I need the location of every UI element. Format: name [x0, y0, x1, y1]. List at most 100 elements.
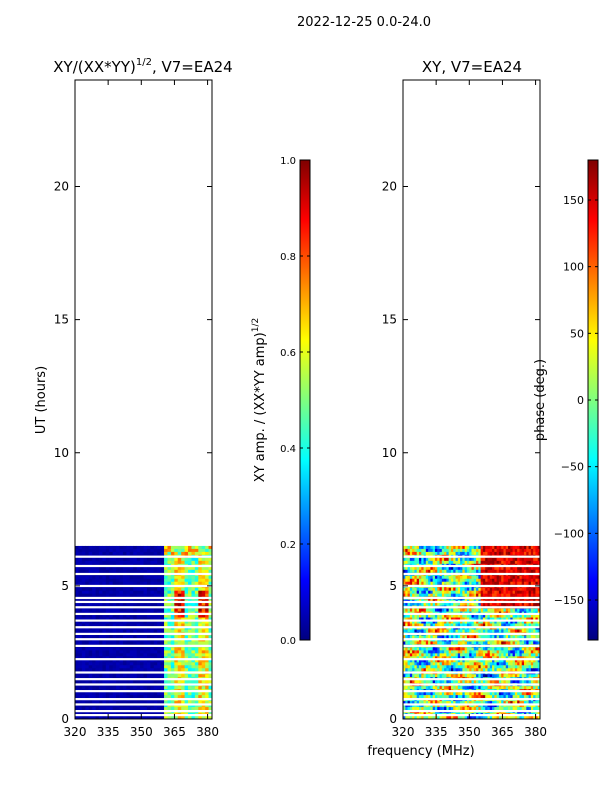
- right-heatmap-cell: [503, 653, 507, 657]
- left-heatmap-cell: [181, 590, 185, 595]
- right-heatmap-cell: [414, 551, 418, 556]
- right-heatmap-cell: [469, 650, 472, 654]
- right-heatmap-cell: [439, 569, 443, 574]
- right-heatmap-cell: [460, 617, 463, 621]
- left-heatmap-cell: [170, 653, 175, 657]
- left-heatmap-cell: [143, 557, 148, 562]
- right-heatmap-cell: [407, 575, 411, 580]
- left-heatmap-cell: [177, 647, 182, 651]
- right-heatmap-cell: [469, 653, 472, 657]
- left-heatmap-cell: [126, 593, 131, 598]
- left-heatmap-cell: [143, 587, 148, 592]
- left-heatmap-cell: [109, 716, 114, 720]
- left-heatmap-cell: [198, 593, 203, 598]
- left-heatmap-cell: [126, 650, 131, 654]
- right-heatmap-cell: [526, 659, 529, 663]
- left-heatmap-cell: [109, 692, 114, 696]
- right-heatmap-cell: [453, 545, 456, 550]
- right-heatmap-cell: [485, 602, 488, 607]
- left-heatmap-cell: [102, 695, 107, 699]
- left-heatmap-cell: [140, 647, 144, 651]
- right-heatmap-cell: [414, 653, 418, 657]
- right-heatmap-cell: [537, 590, 541, 595]
- left-heatmap-cell: [191, 569, 196, 574]
- left-heatmap-cell: [85, 680, 90, 684]
- left-heatmap-cell: [140, 701, 144, 705]
- right-heatmap-cell: [448, 668, 452, 672]
- left-heatmap-cell: [92, 575, 96, 580]
- right-heatmap-cell: [526, 566, 529, 571]
- left-heatmap-cell: [181, 629, 185, 633]
- left-heatmap-cell: [129, 635, 134, 639]
- left-y-tick-label: 15: [54, 313, 69, 327]
- right-heatmap-cell: [418, 578, 422, 583]
- left-heatmap-cell: [205, 707, 209, 711]
- left-heatmap-cell: [133, 662, 138, 666]
- left-heatmap-cell: [188, 608, 192, 612]
- left-heatmap-cell: [136, 590, 141, 595]
- left-heatmap-cell: [105, 629, 110, 633]
- left-heatmap-cell: [143, 653, 148, 657]
- right-heatmap-cell: [469, 587, 472, 592]
- right-heatmap-cell: [512, 647, 516, 651]
- left-heatmap-cell: [184, 623, 189, 627]
- right-heatmap-cell: [514, 578, 518, 583]
- left-heatmap-cell: [136, 581, 141, 586]
- left-heatmap-cell: [146, 629, 151, 633]
- left-heatmap-cell: [85, 569, 90, 574]
- right-heatmap-cell: [498, 581, 502, 586]
- right-heatmap-cell: [501, 647, 504, 651]
- right-heatmap-cell: [533, 575, 536, 580]
- left-heatmap-cell: [119, 650, 124, 654]
- right-heatmap-cell: [444, 629, 447, 633]
- right-heatmap-cell: [501, 593, 504, 598]
- left-heatmap-cell: [146, 575, 151, 580]
- left-heatmap-cell: [75, 557, 79, 562]
- right-heatmap-cell: [496, 662, 500, 666]
- left-heatmap-cell: [85, 623, 90, 627]
- right-heatmap-cell: [418, 641, 422, 645]
- right-heatmap-cell: [412, 674, 415, 678]
- left-heatmap-cell: [105, 593, 110, 598]
- right-heatmap-cell: [535, 650, 539, 654]
- right-heatmap-cell: [471, 620, 475, 624]
- left-heatmap-cell: [140, 593, 144, 598]
- left-heatmap-cell: [205, 659, 209, 663]
- left-heatmap-cell: [146, 701, 151, 705]
- right-heatmap-cell: [537, 602, 541, 607]
- right-heatmap-cell: [521, 545, 525, 550]
- right-heatmap-cell: [434, 614, 438, 618]
- right-heatmap-cell: [469, 575, 472, 580]
- right-heatmap-cell: [444, 575, 447, 580]
- right-heatmap-cell: [489, 635, 493, 639]
- left-heatmap-cell: [92, 674, 96, 678]
- left-heatmap-cell: [184, 680, 189, 684]
- right-heatmap-cell: [496, 665, 500, 669]
- left-heatmap-cell: [191, 659, 196, 663]
- left-heatmap-cell: [208, 623, 213, 627]
- left-heatmap-cell: [109, 650, 114, 654]
- left-heatmap-cell: [157, 659, 162, 663]
- right-heatmap-cell: [485, 656, 488, 660]
- right-heatmap-cell: [409, 629, 413, 633]
- right-heatmap-cell: [421, 674, 424, 678]
- left-heatmap-cell: [198, 578, 203, 583]
- left-heatmap-cell: [122, 680, 127, 684]
- right-heatmap-cell: [462, 629, 466, 633]
- right-heatmap-cell: [423, 641, 427, 645]
- left-heatmap-cell: [116, 674, 120, 678]
- left-heatmap-cell: [205, 593, 209, 598]
- right-heatmap-cell: [462, 668, 466, 672]
- left-heatmap-cell: [143, 629, 148, 633]
- right-heatmap-cell: [462, 551, 466, 556]
- right-heatmap-cell: [521, 650, 525, 654]
- left-heatmap-cell: [146, 659, 151, 663]
- left-heatmap-cell: [102, 680, 107, 684]
- right-heatmap-cell: [405, 623, 408, 627]
- right-heatmap-cell: [498, 665, 502, 669]
- right-heatmap-cell: [464, 587, 468, 592]
- left-heatmap-cell: [122, 617, 127, 621]
- left-heatmap-cell: [167, 659, 172, 663]
- right-heatmap-cell: [514, 608, 518, 612]
